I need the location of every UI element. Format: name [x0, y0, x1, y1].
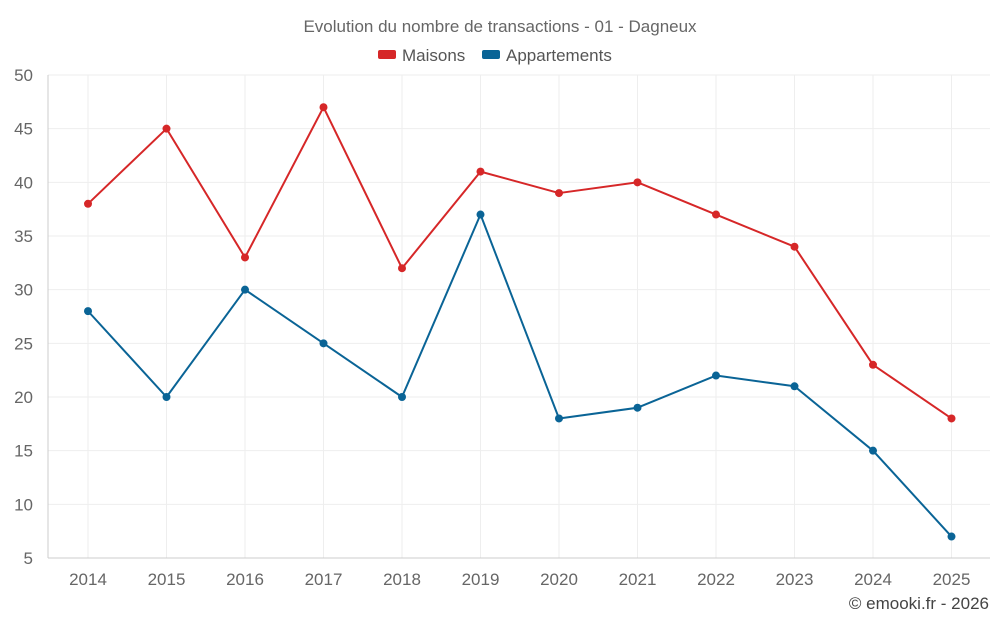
- legend-swatch-appartements: [482, 50, 500, 59]
- data-point-maisons-2017[interactable]: [319, 103, 328, 112]
- x-tick-label: 2025: [933, 570, 971, 589]
- y-tick-label: 45: [14, 120, 33, 139]
- data-point-appartements-2020[interactable]: [555, 414, 563, 423]
- chart-title: Evolution du nombre de transactions - 01…: [303, 17, 697, 36]
- x-tick-label: 2024: [854, 570, 892, 589]
- data-point-maisons-2015[interactable]: [162, 124, 171, 133]
- data-point-appartements-2025[interactable]: [947, 532, 956, 541]
- credit-text: © emooki.fr - 2026: [849, 594, 989, 613]
- y-tick-label: 15: [14, 442, 33, 461]
- y-tick-label: 25: [14, 334, 33, 353]
- gridlines: [48, 74, 990, 558]
- y-tick-label: 20: [14, 388, 33, 407]
- legend-item-appartements[interactable]: Appartements: [482, 46, 612, 65]
- data-point-maisons-2019[interactable]: [476, 167, 485, 176]
- data-point-appartements-2019[interactable]: [476, 210, 485, 219]
- data-points-layer: [84, 103, 956, 541]
- data-point-appartements-2024[interactable]: [869, 446, 877, 455]
- data-point-appartements-2014[interactable]: [84, 307, 92, 316]
- x-tick-label: 2022: [697, 570, 735, 589]
- data-point-appartements-2017[interactable]: [319, 339, 328, 348]
- data-point-appartements-2022[interactable]: [712, 371, 720, 380]
- y-tick-label: 10: [14, 495, 33, 514]
- data-point-appartements-2023[interactable]: [790, 382, 799, 391]
- y-tick-label: 40: [14, 173, 33, 192]
- data-point-maisons-2023[interactable]: [790, 242, 799, 251]
- y-tick-label: 35: [14, 227, 33, 246]
- x-tick-label: 2019: [462, 570, 500, 589]
- x-tick-label: 2017: [305, 570, 343, 589]
- series-layer: [87, 106, 953, 538]
- data-point-maisons-2022[interactable]: [712, 210, 720, 219]
- data-point-maisons-2024[interactable]: [869, 360, 877, 369]
- x-tick-label: 2014: [69, 570, 107, 589]
- series-line-maisons: [87, 106, 953, 420]
- x-tick-label: 2021: [619, 570, 657, 589]
- data-point-maisons-2020[interactable]: [555, 189, 563, 198]
- x-tick-label: 2015: [148, 570, 186, 589]
- legend-item-maisons[interactable]: Maisons: [378, 46, 465, 65]
- x-tick-label: 2023: [776, 570, 814, 589]
- y-tick-label: 5: [24, 549, 33, 568]
- y-tick-label: 30: [14, 281, 33, 300]
- data-point-maisons-2021[interactable]: [633, 178, 642, 187]
- data-point-appartements-2015[interactable]: [162, 393, 171, 401]
- legend[interactable]: Maisons Appartements: [378, 46, 612, 65]
- series-line-appartements: [87, 213, 953, 538]
- data-point-maisons-2018[interactable]: [398, 264, 406, 273]
- x-tick-label: 2018: [383, 570, 421, 589]
- legend-label-appartements: Appartements: [506, 46, 612, 65]
- y-tick-label: 50: [14, 66, 33, 85]
- data-point-maisons-2025[interactable]: [947, 414, 956, 423]
- data-point-maisons-2016[interactable]: [241, 253, 249, 262]
- legend-swatch-maisons: [378, 50, 396, 59]
- x-tick-label: 2020: [540, 570, 578, 589]
- data-point-appartements-2018[interactable]: [398, 393, 406, 401]
- legend-label-maisons: Maisons: [402, 46, 465, 65]
- data-point-appartements-2021[interactable]: [633, 403, 642, 412]
- data-point-appartements-2016[interactable]: [241, 285, 249, 294]
- x-tick-label: 2016: [226, 570, 264, 589]
- data-point-maisons-2014[interactable]: [84, 199, 92, 208]
